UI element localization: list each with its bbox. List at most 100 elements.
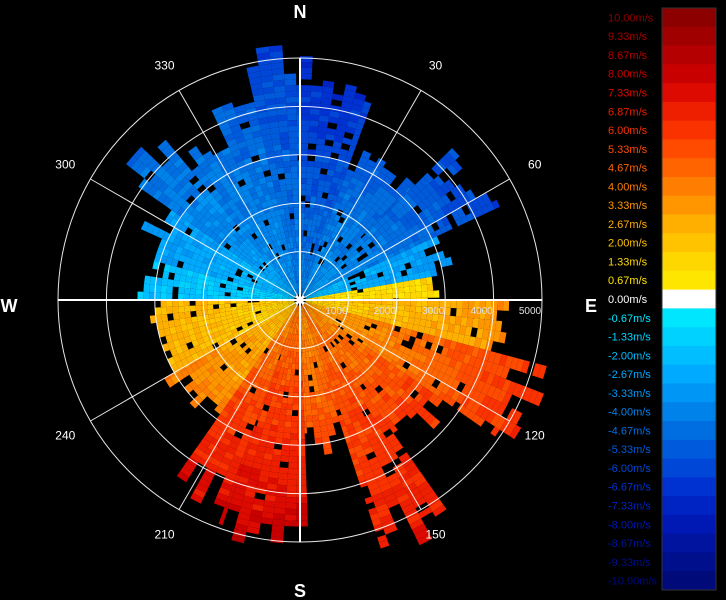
- echo-cell: [431, 164, 443, 176]
- echo-cell: [420, 277, 427, 286]
- echo-cell: [307, 224, 312, 232]
- echo-cell: [350, 268, 357, 274]
- echo-cell: [271, 174, 279, 182]
- echo-cell: [369, 294, 376, 299]
- echo-cell: [481, 329, 490, 340]
- echo-cell: [489, 362, 499, 375]
- echo-cell: [140, 220, 150, 232]
- echo-cell: [290, 433, 298, 440]
- echo-cell: [356, 268, 364, 273]
- echo-cell: [306, 285, 310, 291]
- colorbar-swatch: [662, 308, 716, 328]
- echo-cell: [210, 271, 218, 278]
- echo-cell: [221, 456, 232, 466]
- echo-cell: [414, 278, 422, 286]
- echo-cell: [207, 285, 214, 291]
- echo-cell: [334, 274, 341, 280]
- echo-cell: [371, 347, 378, 354]
- echo-cell: [205, 155, 217, 166]
- echo-cell: [279, 354, 284, 362]
- echo-cell: [286, 491, 297, 498]
- echo-cell: [319, 233, 324, 240]
- echo-cell: [264, 175, 273, 183]
- echo-cell: [258, 63, 272, 72]
- colorbar-label: 3.33m/s: [608, 200, 648, 212]
- echo-cell: [237, 329, 245, 335]
- echo-cell: [385, 397, 396, 407]
- echo-cell: [419, 386, 429, 397]
- echo-cell: [185, 214, 195, 224]
- echo-cell: [378, 276, 385, 282]
- echo-cell: [195, 332, 203, 340]
- echo-cell: [301, 352, 303, 358]
- echo-cell: [254, 348, 261, 355]
- echo-cell: [414, 383, 424, 393]
- echo-cell: [289, 302, 295, 306]
- echo-cell: [438, 307, 445, 316]
- echo-cell: [221, 102, 234, 112]
- echo-cell: [291, 278, 295, 284]
- echo-cell: [312, 249, 317, 256]
- echo-cell: [428, 385, 437, 394]
- echo-cell: [229, 227, 237, 236]
- echo-cell: [300, 125, 310, 132]
- compass-north: N: [294, 2, 307, 22]
- echo-cell: [219, 379, 228, 388]
- echo-cell: [386, 420, 395, 429]
- echo-cell: [362, 287, 370, 293]
- echo-cell: [249, 359, 257, 367]
- echo-cell: [139, 166, 151, 179]
- echo-cell: [207, 290, 214, 296]
- echo-cell: [283, 249, 288, 257]
- echo-cell: [218, 291, 225, 296]
- echo-cell: [309, 273, 313, 280]
- echo-cell: [363, 303, 370, 308]
- echo-cell: [330, 182, 338, 190]
- echo-cell: [207, 215, 217, 224]
- echo-cell: [414, 312, 422, 320]
- echo-cell: [300, 108, 310, 115]
- echo-cell: [421, 372, 431, 383]
- echo-cell: [222, 180, 232, 190]
- echo-cell: [259, 305, 266, 309]
- echo-cell: [240, 218, 248, 226]
- echo-cell: [365, 230, 374, 238]
- echo-cell: [311, 301, 318, 303]
- echo-cell: [351, 308, 358, 313]
- echo-cell: [392, 199, 399, 206]
- echo-cell: [337, 190, 346, 199]
- echo-cell: [290, 303, 296, 307]
- echo-cell: [301, 323, 303, 329]
- echo-cell: [282, 311, 288, 316]
- echo-cell: [462, 353, 472, 365]
- echo-cell: [284, 421, 292, 428]
- echo-cell: [467, 308, 474, 319]
- echo-cell: [190, 199, 200, 209]
- echo-cell: [323, 261, 329, 268]
- echo-cell: [364, 213, 373, 222]
- echo-cell: [442, 322, 450, 332]
- echo-cell: [278, 245, 283, 252]
- echo-cell: [334, 292, 341, 296]
- echo-cell: [392, 375, 401, 384]
- echo-cell: [214, 316, 222, 323]
- echo-cell: [361, 395, 370, 404]
- echo-cell: [310, 281, 315, 287]
- bearing-line: [299, 90, 422, 301]
- colorbar-swatch: [662, 252, 716, 272]
- echo-cell: [206, 428, 217, 438]
- echo-cell: [295, 334, 298, 341]
- echo-cell: [461, 407, 471, 417]
- echo-cell: [165, 377, 175, 388]
- echo-cell: [230, 124, 242, 134]
- echo-cell: [382, 190, 392, 200]
- echo-cell: [216, 184, 226, 194]
- echo-cell: [283, 294, 289, 297]
- echo-cell: [321, 333, 327, 340]
- echo-cell: [256, 270, 262, 275]
- echo-cell: [370, 512, 380, 521]
- echo-cell: [379, 380, 388, 390]
- echo-cell: [415, 285, 422, 292]
- echo-cell: [305, 296, 312, 299]
- echo-cell: [285, 219, 291, 226]
